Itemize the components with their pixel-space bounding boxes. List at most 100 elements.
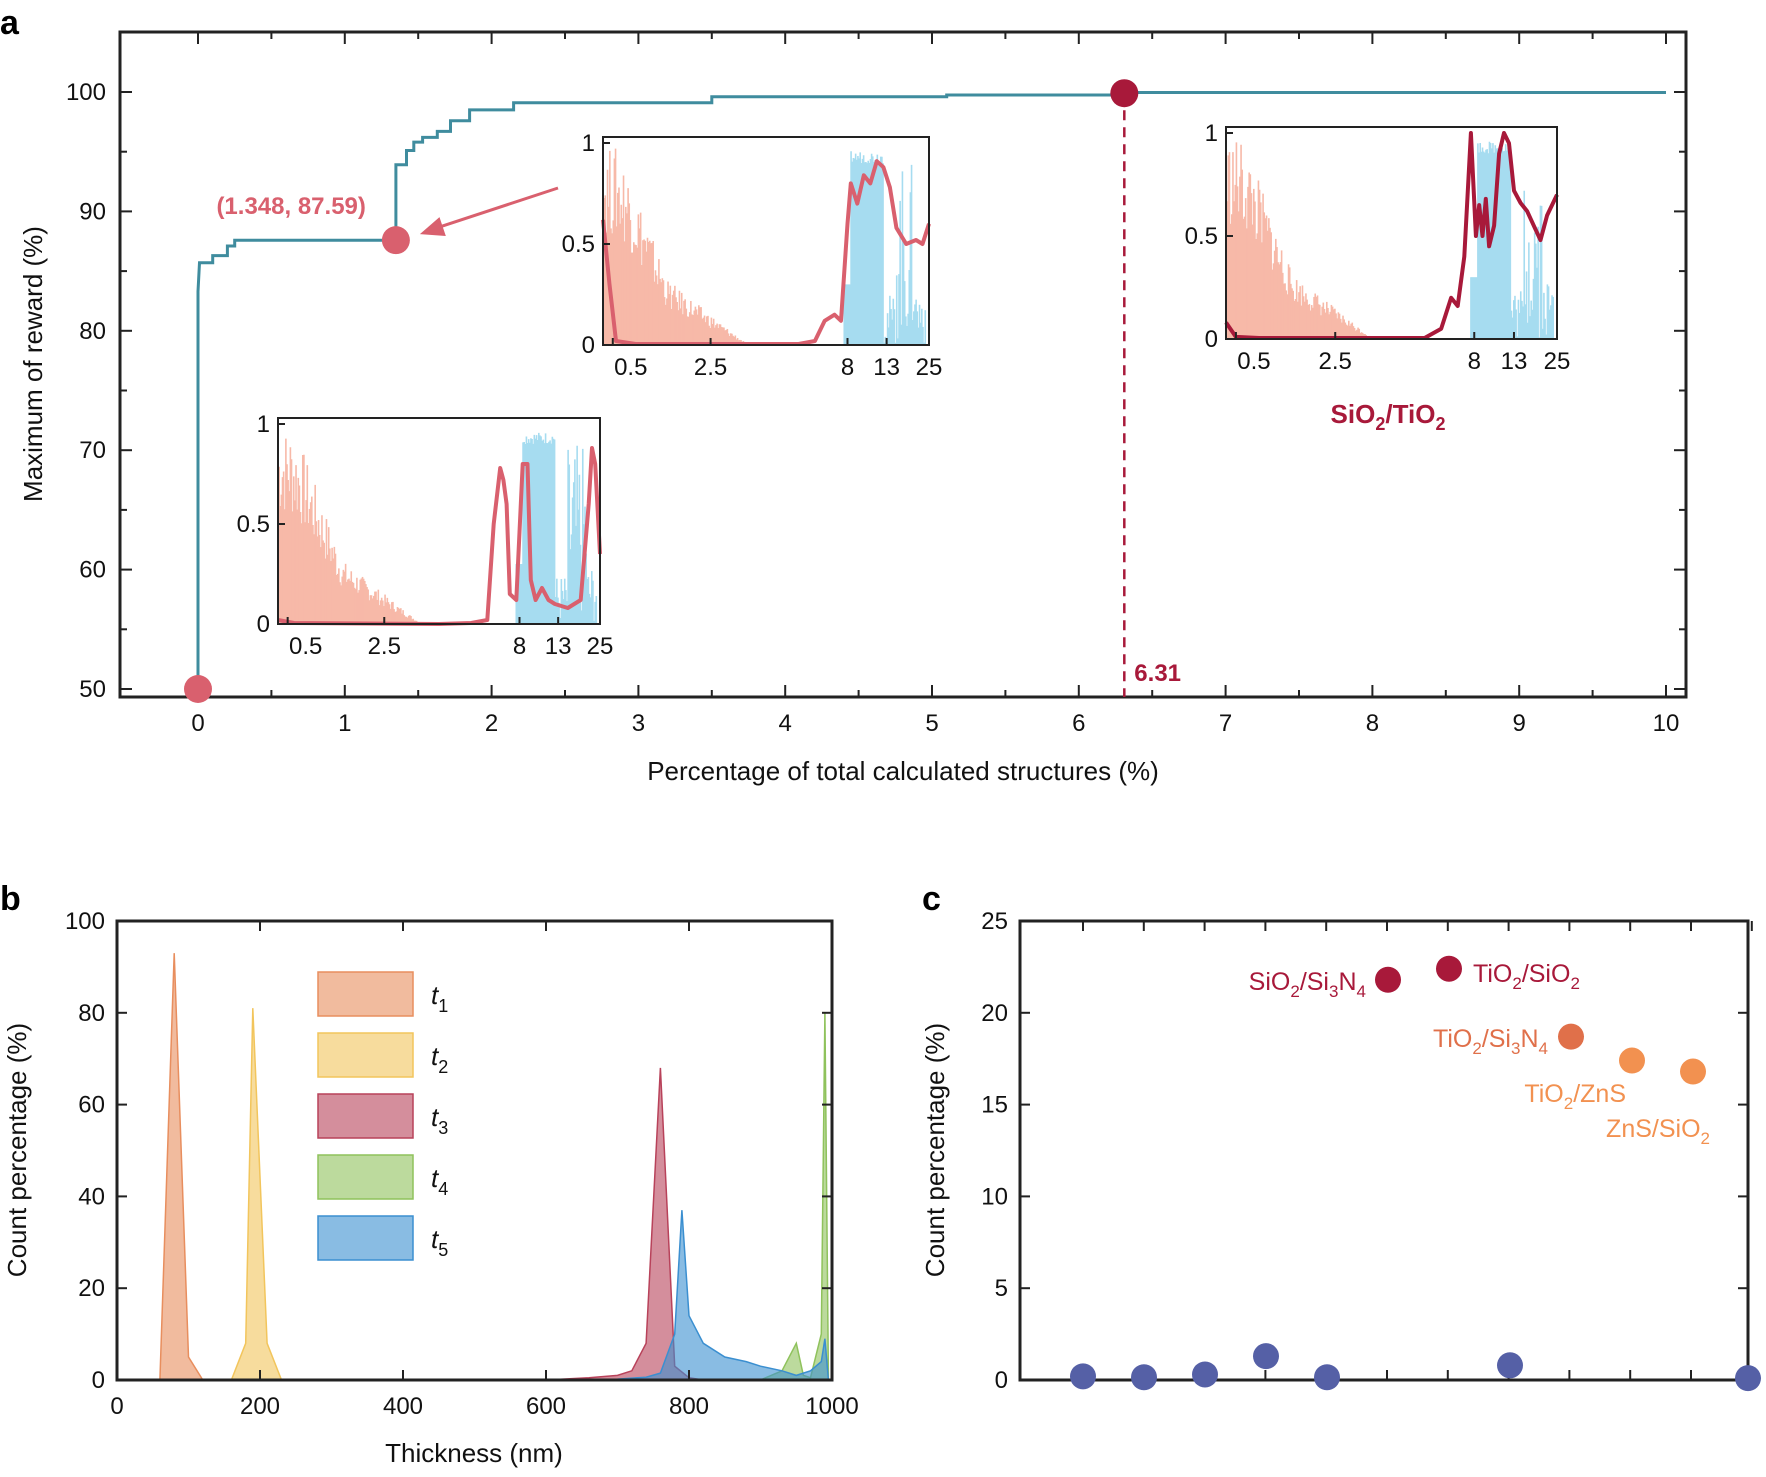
inset-spectrum-1: 0 0.5 1 0.5 2.5 8 13 25 (237, 411, 614, 660)
series-t4-area (760, 1012, 830, 1381)
y-tick-label: 60 (79, 557, 106, 584)
best-point (1110, 79, 1139, 108)
y-tick-label: 80 (79, 318, 106, 345)
panel-a-x-ticks: 0 1 2 3 4 5 6 7 8 9 10 (191, 32, 1679, 737)
inset-spectrum-2: 0 0.5 1 0.5 2.5 8 13 25 (562, 130, 943, 381)
material-pair-point (1375, 966, 1401, 993)
inset-x-tick-label: 25 (1544, 348, 1571, 375)
x-tick-label: 7 (1219, 710, 1232, 737)
y-tick-label: 20 (981, 1000, 1008, 1027)
material-pair-label: SiO2/Si3N4 (1249, 968, 1366, 1001)
inset-y-tick-label: 0 (257, 611, 270, 638)
panel-c-x-ticks (1082, 921, 1753, 1380)
inset-y-tick-label: 0 (1205, 326, 1218, 353)
panel-c-y-label: Count percentage (%) (920, 1023, 950, 1277)
inset-spectrum-3: 0 0.5 1 0.5 2.5 8 13 25 (1185, 120, 1571, 375)
inset-x-tick-label: 0.5 (289, 633, 322, 660)
inset-3-material-label: SiO2/TiO2 (1331, 399, 1446, 434)
inset-x-tick-label: 2.5 (694, 354, 727, 381)
panel-a-x-label: Percentage of total calculated structure… (647, 756, 1159, 786)
y-tick-label: 0 (995, 1367, 1008, 1394)
y-tick-label: 0 (92, 1367, 105, 1394)
inset-y-tick-label: 0.5 (562, 231, 595, 258)
best-point-label: 6.31 (1134, 660, 1181, 687)
material-pair-point (1192, 1361, 1218, 1388)
inset-x-tick-label: 2.5 (1319, 348, 1352, 375)
panel-b-x-label: Thickness (nm) (385, 1438, 563, 1468)
inset-y-tick-label: 0.5 (237, 511, 270, 538)
start-point (184, 675, 212, 703)
x-tick-label: 3 (632, 710, 645, 737)
x-tick-label: 5 (925, 710, 938, 737)
inset-x-tick-label: 2.5 (368, 633, 401, 660)
x-tick-label: 200 (240, 1393, 280, 1420)
highlight-point (381, 226, 410, 255)
inset-y-tick-label: 0 (582, 332, 595, 359)
inset-x-tick-label: 13 (1501, 348, 1528, 375)
legend-swatch-t1 (317, 971, 414, 1017)
panel-letter-c: c (922, 880, 941, 918)
y-tick-label: 25 (981, 908, 1008, 935)
y-tick-label: 80 (78, 1000, 105, 1027)
x-tick-label: 400 (383, 1393, 423, 1420)
highlight-arrow-head (419, 217, 446, 237)
legend-label-t5: t5 (431, 1224, 448, 1260)
y-tick-label: 50 (79, 676, 106, 703)
x-tick-label: 4 (779, 710, 792, 737)
panel-c-frame (1018, 919, 1750, 1382)
panel-b-frame (115, 919, 834, 1382)
inset-x-tick-label: 13 (873, 354, 900, 381)
legend-swatch-t2 (317, 1032, 414, 1078)
panel-a-frame (118, 30, 1688, 699)
panel-letter-a: a (0, 4, 20, 42)
material-pair-point (1314, 1364, 1340, 1391)
inset-x-tick-label: 25 (916, 354, 943, 381)
x-tick-label: 8 (1366, 710, 1379, 737)
panel-b-x-ticks: 0 200 400 600 800 1000 (110, 921, 859, 1420)
panel-b-y-label: Count percentage (%) (2, 1023, 32, 1277)
x-tick-label: 1000 (805, 1393, 858, 1420)
material-pair-label: TiO2/Si3N4 (1433, 1025, 1548, 1058)
inset-frame (277, 417, 601, 625)
material-pair-point (1436, 955, 1462, 982)
panel-letter-b: b (0, 880, 21, 918)
y-tick-label: 100 (66, 79, 106, 106)
material-pair-point (1558, 1023, 1584, 1050)
panel-c-y-ticks: 0 5 10 15 20 25 (981, 908, 1748, 1394)
x-tick-label: 800 (669, 1393, 709, 1420)
legend-label-t3: t3 (431, 1102, 448, 1138)
inset-x-tick-label: 8 (513, 633, 526, 660)
material-pair-point (1619, 1047, 1645, 1074)
material-pair-labels: SiO2/Si3N4 TiO2/SiO2 TiO2/Si3N4 TiO2/ZnSZnS… (1249, 960, 1710, 1148)
panel-b-y-ticks: 0 20 40 60 80 100 (65, 908, 832, 1394)
panel-b: b 0 20 40 60 80 100 0 200 400 600 800 1000 Thickne… (0, 880, 859, 1468)
x-tick-label: 1 (338, 710, 351, 737)
series-t1-area (159, 953, 205, 1381)
material-pair-point (1131, 1364, 1157, 1391)
material-pair-point (1497, 1352, 1523, 1379)
x-tick-label: 600 (526, 1393, 566, 1420)
x-tick-label: 0 (110, 1393, 123, 1420)
material-pair-points (1070, 955, 1761, 1392)
inset-y-tick-label: 1 (1205, 120, 1218, 147)
x-tick-label: 6 (1072, 710, 1085, 737)
x-tick-label: 9 (1513, 710, 1526, 737)
panel-a-y-label: Maximum of reward (%) (18, 226, 48, 502)
inset-x-tick-label: 0.5 (1237, 348, 1270, 375)
material-pair-point (1253, 1343, 1279, 1370)
y-tick-label: 60 (78, 1092, 105, 1119)
x-tick-label: 2 (485, 710, 498, 737)
y-tick-label: 10 (981, 1183, 1008, 1210)
highlight-point-label: (1.348, 87.59) (216, 193, 365, 220)
y-tick-label: 40 (78, 1183, 105, 1210)
inset-x-tick-label: 8 (841, 354, 854, 381)
legend-label-t4: t4 (431, 1163, 448, 1199)
x-tick-label: 0 (191, 710, 204, 737)
material-pair-label: TiO2/ZnS (1524, 1080, 1626, 1113)
inset-frame (1225, 126, 1558, 340)
highlight-arrow (435, 186, 559, 230)
inset-x-tick-label: 25 (587, 633, 614, 660)
y-tick-label: 5 (995, 1275, 1008, 1302)
y-tick-label: 15 (981, 1092, 1008, 1119)
